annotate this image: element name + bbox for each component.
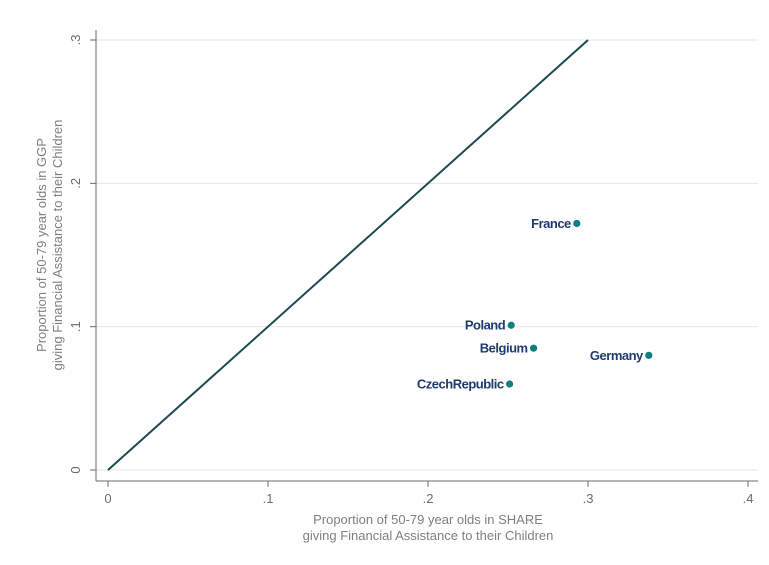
data-point [573,219,581,228]
y-axis-title-line-2: giving Financial Assistance to their Chi… [50,120,65,371]
reference-line-layer [107,39,589,471]
point-label: France [531,216,571,231]
y-tick-label: .2 [68,178,83,189]
y-tick-label: 0 [68,466,83,473]
point-label: CzechRepublic [417,377,504,392]
point-label: Belgium [480,341,528,356]
y-tick-label: .3 [68,35,83,46]
data-point [530,344,538,352]
y-ticks: 0 .1 .2 .3 [68,35,96,474]
x-tick-label: .3 [583,491,594,506]
data-points: France Poland Belgium Germany CzechRepublic [417,216,653,392]
x-ticks: 0 .1 .2 .3 .4 [104,481,753,506]
axes [95,30,758,482]
x-axis-title-line-1: Proportion of 50-79 year olds in SHARE [313,512,543,527]
y-tick-label: .1 [68,321,83,332]
reference-line [107,39,589,471]
x-tick-label: .1 [263,491,274,506]
y-axis-title-line-1: Proportion of 50-79 year olds in GGP [34,138,49,352]
data-point [506,380,514,388]
data-point [645,351,653,359]
x-tick-label: 0 [104,491,111,506]
x-tick-label: .2 [423,491,434,506]
data-point [507,321,515,329]
point-label: Germany [590,348,644,363]
point-label: Poland [465,318,506,333]
x-axis-title-line-2: giving Financial Assistance to their Chi… [303,528,554,543]
x-tick-label: .4 [743,491,754,506]
